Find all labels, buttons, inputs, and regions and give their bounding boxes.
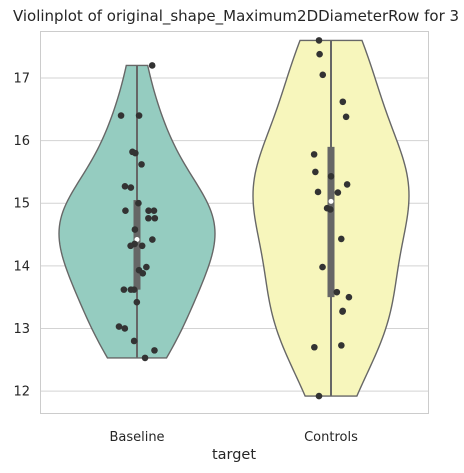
data-point (315, 392, 323, 400)
data-point (338, 342, 345, 349)
data-point (343, 181, 351, 188)
data-point (334, 189, 342, 196)
data-point (327, 206, 334, 213)
y-tick-label: 15 (13, 197, 30, 212)
data-point (139, 270, 147, 277)
data-point (337, 235, 345, 243)
data-point (131, 226, 139, 233)
data-point (145, 214, 152, 222)
data-point (339, 308, 346, 315)
data-point (314, 188, 322, 196)
data-point (135, 199, 142, 207)
data-point (115, 323, 123, 330)
median-marker-baseline (134, 237, 140, 243)
data-point (117, 112, 125, 119)
y-tick-label: 12 (13, 385, 30, 400)
data-point (133, 298, 141, 306)
data-point (120, 286, 128, 293)
data-point (316, 50, 323, 58)
data-point (132, 149, 139, 157)
strip-points (115, 37, 353, 400)
data-point (315, 37, 323, 44)
y-tick-labels: 12 13 14 15 16 17 (13, 71, 30, 399)
chart-title: Violinplot of original_shape_Maximum2DDi… (13, 7, 459, 26)
x-axis-label: target (212, 447, 256, 463)
x-tick-label: Baseline (109, 430, 164, 445)
data-point (319, 263, 326, 271)
data-point (127, 286, 135, 293)
data-point (121, 183, 129, 190)
plot-frame (40, 31, 429, 414)
data-point (127, 184, 135, 191)
data-point (145, 207, 152, 215)
data-point (310, 151, 318, 158)
data-point (130, 337, 138, 345)
data-point (143, 263, 150, 271)
data-point (138, 161, 145, 168)
data-point (122, 207, 129, 215)
data-point (333, 288, 341, 296)
data-point (148, 62, 156, 69)
x-tick-label: Controls (304, 430, 358, 445)
data-point (121, 325, 129, 332)
y-tick-label: 14 (13, 259, 30, 274)
data-point (149, 236, 156, 243)
y-tick-label: 17 (13, 71, 30, 86)
data-point (151, 214, 159, 222)
data-point (127, 242, 134, 250)
data-point (327, 172, 335, 180)
x-tick-labels: Baseline Controls (109, 430, 358, 445)
y-tick-label: 13 (13, 322, 30, 337)
data-point (311, 343, 318, 351)
iqr-box-controls (327, 146, 335, 298)
data-point (339, 98, 347, 106)
violins (58, 39, 410, 397)
median-marker-controls (328, 198, 334, 204)
data-point (138, 242, 146, 250)
y-tick-label: 16 (13, 134, 30, 149)
data-point (319, 71, 327, 79)
data-point (312, 168, 319, 176)
data-point (345, 293, 353, 301)
data-point (342, 113, 350, 121)
data-point (135, 112, 143, 119)
data-point (150, 207, 158, 215)
data-point (151, 347, 158, 354)
data-point (141, 354, 149, 362)
